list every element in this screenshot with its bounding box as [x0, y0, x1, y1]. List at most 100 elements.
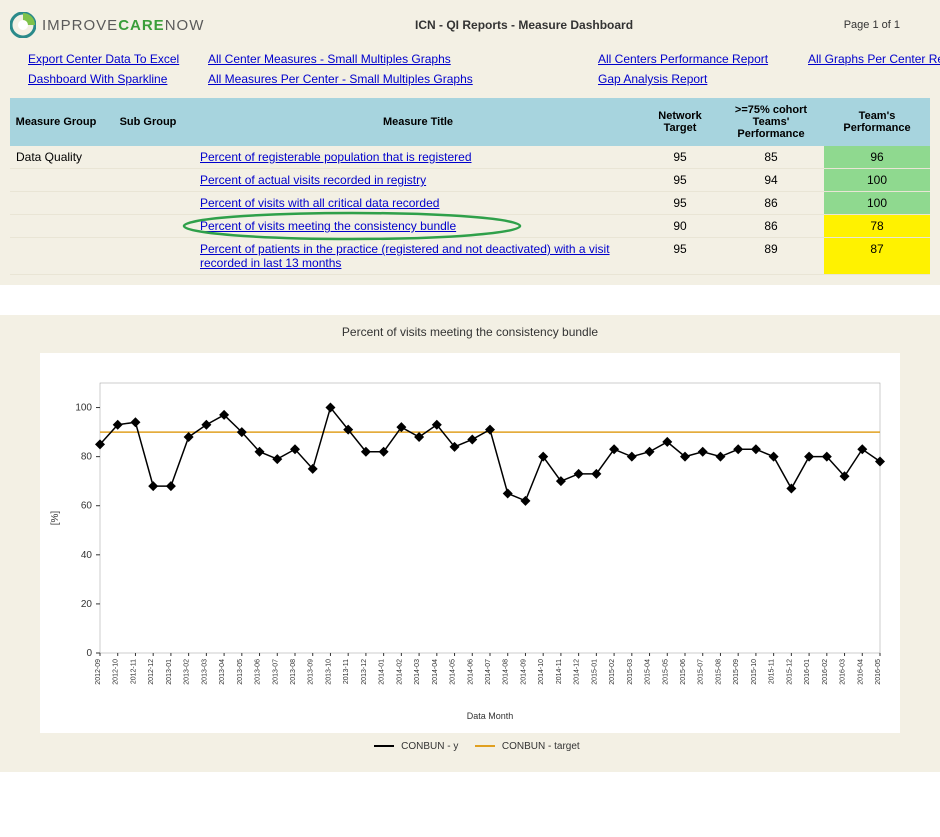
- th-network-target: Network Target: [642, 98, 718, 146]
- svg-text:2013-07: 2013-07: [272, 659, 279, 685]
- cell-cohort-perf: 85: [718, 146, 824, 169]
- cell-team-perf: 96: [824, 146, 930, 169]
- measure-link[interactable]: Percent of visits meeting the consistenc…: [200, 219, 456, 233]
- svg-text:Data Month: Data Month: [467, 711, 514, 721]
- svg-text:2016-05: 2016-05: [875, 659, 882, 685]
- th-team-perf: Team's Performance: [824, 98, 930, 146]
- table-row: Percent of visits with all critical data…: [10, 192, 930, 215]
- report-page: IMPROVECARENOW ICN - QI Reports - Measur…: [0, 0, 940, 285]
- cell-cohort-perf: 89: [718, 238, 824, 275]
- th-cohort-perf: >=75% cohort Teams' Performance: [718, 98, 824, 146]
- svg-text:2014-01: 2014-01: [379, 659, 386, 685]
- svg-text:2014-12: 2014-12: [574, 659, 581, 685]
- svg-text:2015-02: 2015-02: [609, 659, 616, 685]
- cell-network-target: 95: [642, 146, 718, 169]
- svg-text:2014-06: 2014-06: [467, 659, 474, 685]
- cell-sub-group: [102, 215, 194, 238]
- chart-svg: 020406080100[%]2012-092012-102012-112012…: [40, 353, 900, 733]
- svg-text:2015-05: 2015-05: [662, 659, 669, 685]
- svg-text:2014-10: 2014-10: [538, 659, 545, 685]
- cell-sub-group: [102, 192, 194, 215]
- svg-text:2012-11: 2012-11: [130, 659, 137, 684]
- measure-link[interactable]: Percent of patients in the practice (reg…: [200, 242, 610, 270]
- svg-text:2014-05: 2014-05: [450, 659, 457, 685]
- cell-team-perf: 87: [824, 238, 930, 275]
- measure-link[interactable]: Percent of visits with all critical data…: [200, 196, 439, 210]
- cell-cohort-perf: 86: [718, 215, 824, 238]
- svg-text:2015-07: 2015-07: [698, 659, 705, 685]
- svg-text:2013-09: 2013-09: [308, 659, 315, 685]
- svg-text:2013-12: 2013-12: [361, 659, 368, 685]
- svg-text:2014-09: 2014-09: [520, 659, 527, 685]
- svg-text:2015-10: 2015-10: [751, 659, 758, 685]
- svg-text:2014-04: 2014-04: [432, 659, 439, 685]
- svg-text:2014-07: 2014-07: [485, 659, 492, 685]
- legend-target-swatch: [475, 745, 495, 747]
- report-link[interactable]: All Measures Per Center - Small Multiple…: [208, 72, 473, 86]
- svg-text:60: 60: [81, 501, 93, 512]
- svg-text:2012-12: 2012-12: [148, 659, 155, 685]
- svg-text:0: 0: [86, 648, 92, 659]
- report-links: Export Center Data To Excel All Center Me…: [10, 48, 930, 98]
- cell-measure-group: [10, 215, 102, 238]
- logo-text: IMPROVECARENOW: [42, 17, 204, 34]
- cell-sub-group: [102, 146, 194, 169]
- cell-measure-group: [10, 238, 102, 275]
- cell-team-perf: 100: [824, 169, 930, 192]
- svg-text:2013-08: 2013-08: [290, 659, 297, 685]
- svg-text:2015-09: 2015-09: [733, 659, 740, 685]
- table-row: Percent of visits meeting the consistenc…: [10, 215, 930, 238]
- page-number: Page 1 of 1: [844, 19, 930, 31]
- chart-area: 020406080100[%]2012-092012-102012-112012…: [40, 353, 900, 733]
- header: IMPROVECARENOW ICN - QI Reports - Measur…: [10, 8, 930, 48]
- cell-measure-title: Percent of actual visits recorded in reg…: [194, 169, 642, 192]
- report-link[interactable]: Gap Analysis Report: [598, 72, 707, 86]
- logo: IMPROVECARENOW: [10, 12, 204, 38]
- cell-measure-group: [10, 169, 102, 192]
- measures-table: Measure Group Sub Group Measure Title Ne…: [10, 98, 930, 275]
- th-measure-group: Measure Group: [10, 98, 102, 146]
- table-row: Data Quality Percent of registerable popu…: [10, 146, 930, 169]
- cell-network-target: 90: [642, 215, 718, 238]
- svg-text:2014-02: 2014-02: [396, 659, 403, 685]
- cell-measure-title: Percent of registerable population that …: [194, 146, 642, 169]
- cell-measure-group: Data Quality: [10, 146, 102, 169]
- svg-text:2013-10: 2013-10: [325, 659, 332, 685]
- report-link[interactable]: All Graphs Per Center Report: [808, 52, 940, 66]
- legend-series-label: CONBUN - y: [401, 741, 458, 752]
- chart-legend: CONBUN - y CONBUN - target: [10, 741, 930, 752]
- report-link[interactable]: Dashboard With Sparkline: [28, 72, 167, 86]
- svg-text:80: 80: [81, 452, 93, 463]
- svg-text:2015-03: 2015-03: [627, 659, 634, 685]
- report-link[interactable]: All Centers Performance Report: [598, 52, 768, 66]
- svg-text:2013-02: 2013-02: [184, 659, 191, 685]
- logo-icon: [10, 12, 36, 38]
- cell-team-perf: 78: [824, 215, 930, 238]
- svg-text:2015-12: 2015-12: [786, 659, 793, 685]
- cell-network-target: 95: [642, 192, 718, 215]
- svg-text:2015-11: 2015-11: [769, 659, 776, 684]
- cell-measure-title: Percent of visits with all critical data…: [194, 192, 642, 215]
- svg-text:2015-04: 2015-04: [645, 659, 652, 685]
- svg-text:2013-06: 2013-06: [255, 659, 262, 685]
- svg-text:2014-08: 2014-08: [503, 659, 510, 685]
- svg-text:2016-01: 2016-01: [804, 659, 811, 685]
- table-row: Percent of actual visits recorded in reg…: [10, 169, 930, 192]
- svg-text:2013-05: 2013-05: [237, 659, 244, 685]
- report-link[interactable]: Export Center Data To Excel: [28, 52, 179, 66]
- svg-text:[%]: [%]: [50, 511, 61, 526]
- measure-link[interactable]: Percent of actual visits recorded in reg…: [200, 173, 426, 187]
- cell-measure-title: Percent of visits meeting the consistenc…: [194, 215, 642, 238]
- measure-link[interactable]: Percent of registerable population that …: [200, 150, 472, 164]
- svg-text:20: 20: [81, 599, 93, 610]
- svg-text:2013-03: 2013-03: [201, 659, 208, 685]
- table-header-row: Measure Group Sub Group Measure Title Ne…: [10, 98, 930, 146]
- cell-network-target: 95: [642, 238, 718, 275]
- svg-text:40: 40: [81, 550, 93, 561]
- cell-cohort-perf: 86: [718, 192, 824, 215]
- report-link[interactable]: All Center Measures - Small Multiples Gr…: [208, 52, 451, 66]
- page-title: ICN - QI Reports - Measure Dashboard: [214, 18, 833, 32]
- svg-text:2012-10: 2012-10: [113, 659, 120, 685]
- svg-text:2013-01: 2013-01: [166, 659, 173, 685]
- cell-measure-group: [10, 192, 102, 215]
